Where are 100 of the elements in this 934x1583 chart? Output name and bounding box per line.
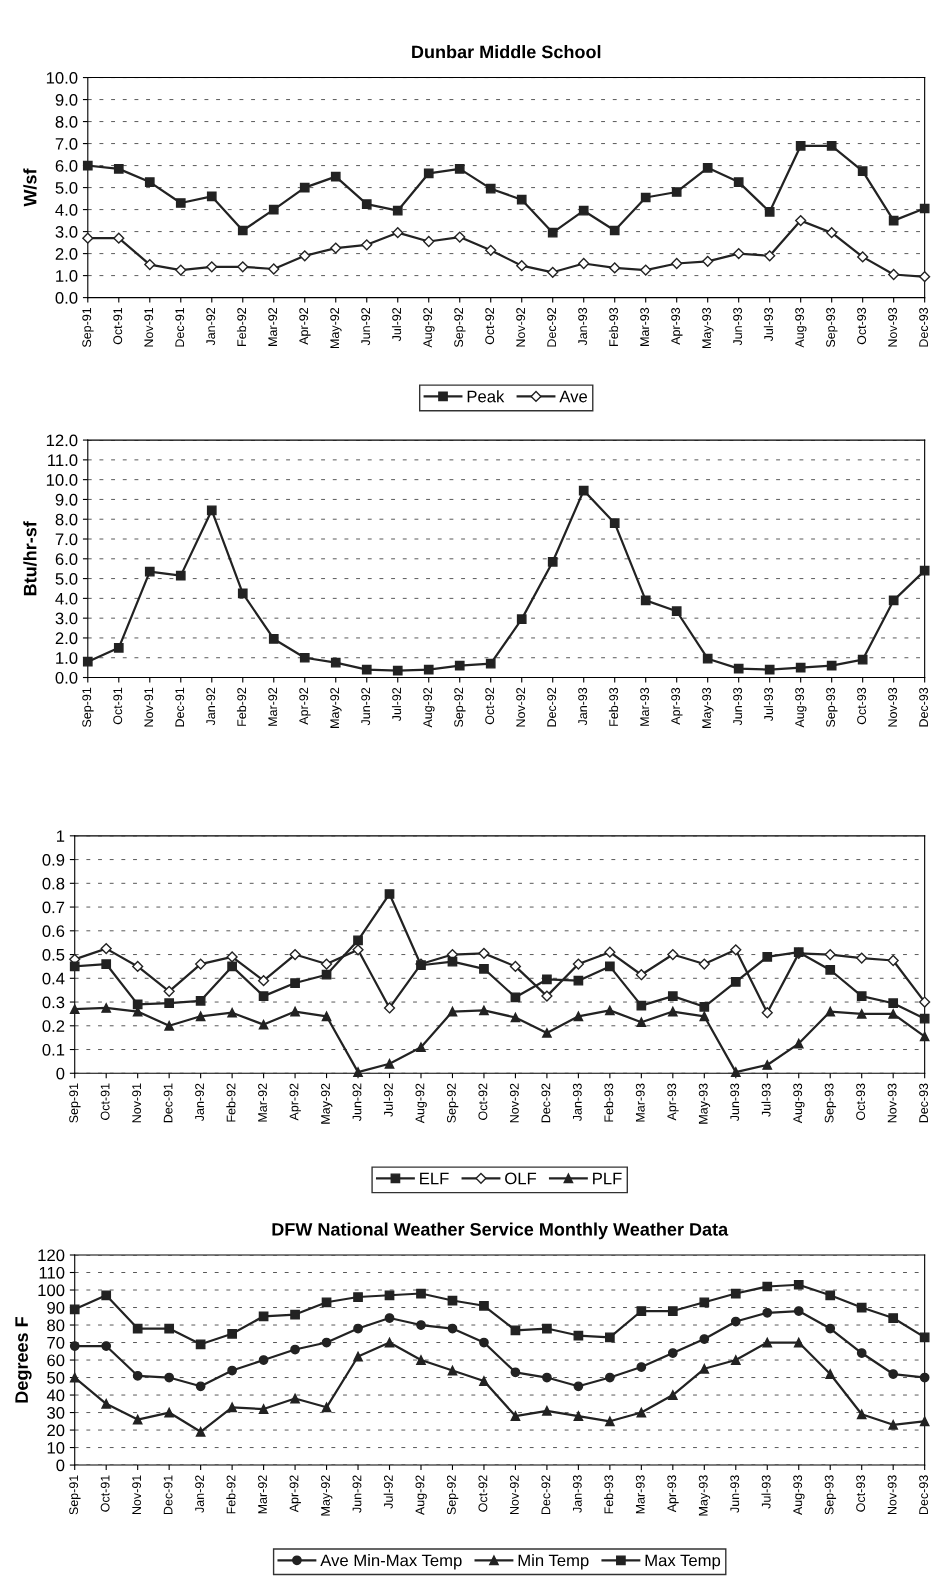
point (730, 976, 741, 987)
y-tick-label: 2.0 (55, 248, 78, 260)
point (321, 1402, 332, 1413)
x-tick-label: Apr-93 (671, 307, 683, 345)
point (132, 1370, 143, 1381)
point (888, 1419, 899, 1430)
x-tick-label: Oct-93 (857, 307, 867, 345)
point (699, 1001, 710, 1012)
y-tick-label: 6.0 (55, 553, 78, 565)
point (667, 948, 679, 961)
point (762, 1307, 773, 1318)
y-tick-label: 120 (38, 1249, 65, 1262)
point (702, 255, 714, 267)
x-tick-label: Dec-93 (919, 1083, 929, 1123)
y-tick-label: 9.0 (55, 93, 78, 106)
point (578, 205, 589, 216)
x-tick-label: Jun-93 (733, 307, 743, 346)
point (762, 952, 773, 962)
y-tick-label: 8.0 (55, 513, 78, 526)
point (730, 1288, 741, 1299)
x-tick-label: Jul-93 (763, 687, 774, 722)
point (542, 1323, 552, 1334)
point (887, 954, 899, 967)
point (542, 974, 552, 985)
x-tick-label: Sep-91 (69, 1083, 81, 1123)
point (321, 1011, 332, 1022)
x-tick-label: Nov-93 (887, 1475, 897, 1515)
point (702, 653, 713, 664)
point (353, 1067, 363, 1077)
y-tick-label: 7.0 (55, 137, 78, 150)
y-tick-label: 5.0 (55, 572, 78, 585)
point (290, 978, 300, 988)
point (258, 1404, 269, 1414)
point (919, 1332, 930, 1343)
point (195, 958, 207, 970)
point (636, 1362, 647, 1372)
point (82, 232, 94, 244)
point (510, 1012, 521, 1023)
point (671, 257, 683, 270)
y-tick-label: 6.0 (55, 159, 78, 172)
point (856, 1302, 867, 1313)
point (793, 1306, 804, 1316)
point (764, 664, 775, 675)
x-tick-label: Jan-93 (572, 1083, 582, 1122)
chart-title: DFW National Weather Service Monthly Weather Data (272, 1222, 729, 1240)
point (227, 1402, 237, 1413)
legend-label: ELF (420, 1172, 449, 1185)
point (195, 1426, 206, 1437)
point (856, 1348, 867, 1358)
y-tick-label: 1 (57, 830, 65, 842)
point (132, 960, 144, 973)
x-tick-label: Mar-93 (640, 687, 650, 726)
x-tick-label: Apr-92 (289, 1475, 301, 1513)
legend-label: PLF (593, 1172, 622, 1185)
point (163, 985, 175, 997)
point (330, 171, 341, 182)
x-tick-label: Feb-93 (608, 307, 619, 346)
point (101, 1003, 112, 1013)
y-tick-label: 20 (47, 1424, 65, 1437)
point (856, 1409, 867, 1420)
point (392, 227, 404, 239)
x-tick-label: Aug-93 (793, 1083, 805, 1124)
point (101, 959, 112, 969)
point (175, 570, 186, 581)
point (454, 660, 465, 671)
y-tick-label: 10.0 (46, 474, 78, 486)
point (671, 606, 682, 617)
point (702, 162, 713, 173)
point (699, 1363, 710, 1374)
point (69, 1341, 80, 1351)
x-tick-label: Feb-93 (604, 1475, 614, 1514)
x-tick-label: Apr-92 (289, 1083, 301, 1121)
point (667, 1306, 678, 1316)
point (258, 1311, 269, 1322)
y-tick-label: 60 (47, 1354, 65, 1367)
x-tick-label: Mar-93 (635, 1475, 645, 1514)
point (206, 505, 217, 516)
x-tick-label: Aug-92 (423, 687, 435, 728)
x-tick-label: Sep-92 (454, 307, 466, 348)
point (353, 1351, 363, 1362)
x-tick-label: Aug-93 (795, 307, 807, 348)
x-tick-label: Mar-92 (258, 1475, 267, 1514)
y-tick-label: 1.0 (56, 652, 78, 664)
point (888, 595, 899, 606)
y-tick-label: 7.0 (55, 533, 78, 546)
y-tick-label: 4.0 (55, 203, 78, 216)
y-tick-label: 11.0 (48, 454, 78, 467)
point (290, 1393, 300, 1404)
point (609, 518, 620, 529)
x-tick-label: Apr-92 (299, 687, 311, 725)
point (268, 634, 279, 644)
point (164, 1323, 175, 1334)
point (547, 266, 559, 278)
x-tick-label: Aug-92 (415, 1475, 427, 1516)
x-tick-label: Feb-92 (226, 1475, 236, 1514)
point (82, 656, 93, 667)
point (423, 235, 435, 248)
point (321, 1337, 332, 1348)
point (578, 485, 589, 496)
x-tick-label: Jan-92 (206, 687, 216, 726)
